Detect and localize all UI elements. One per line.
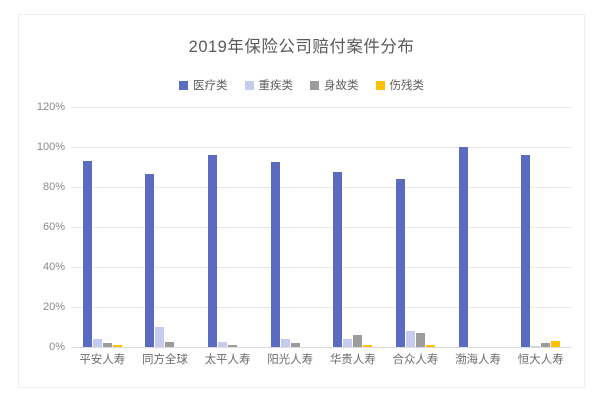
y-axis-tick: 40% — [42, 261, 65, 273]
bar[interactable] — [343, 339, 353, 347]
bar-group — [134, 107, 197, 347]
bar-group — [322, 107, 385, 347]
bar[interactable] — [521, 155, 531, 347]
bar-group — [384, 107, 447, 347]
plot-canvas — [71, 107, 572, 348]
bar[interactable] — [92, 339, 102, 347]
x-axis-label: 华贵人寿 — [329, 354, 376, 366]
y-axis-tick: 0% — [49, 341, 65, 353]
gridline — [71, 187, 572, 188]
gridline — [71, 267, 572, 268]
bar[interactable] — [280, 339, 290, 347]
bar[interactable] — [425, 345, 435, 347]
x-axis-label: 同方全球 — [141, 354, 188, 366]
gridline — [71, 347, 572, 348]
bar-group — [447, 107, 510, 347]
bar[interactable] — [82, 161, 92, 347]
bar[interactable] — [145, 174, 155, 347]
bar[interactable] — [218, 342, 228, 347]
y-axis-tick: 120% — [36, 101, 65, 113]
bar[interactable] — [363, 345, 373, 347]
y-axis: 0% 20% 40% 60% 80% 100% 120% — [19, 101, 71, 353]
y-axis-tick: 20% — [42, 301, 65, 313]
legend-label-disability: 伤残类 — [389, 80, 425, 92]
bar[interactable] — [531, 345, 541, 347]
chart-legend: 医疗类 重疾类 身故类 伤残类 — [19, 77, 584, 93]
bar[interactable] — [208, 155, 218, 347]
legend-item-disability[interactable]: 伤残类 — [375, 77, 425, 93]
y-axis-tick: 60% — [42, 221, 65, 233]
legend-swatch-critical-illness-icon — [244, 80, 254, 90]
x-axis-label: 恒大人寿 — [517, 354, 564, 366]
gridline — [71, 147, 572, 148]
x-axis-label: 渤海人寿 — [455, 354, 502, 366]
legend-label-critical-illness: 重疾类 — [258, 80, 294, 92]
bar-groups — [71, 107, 572, 347]
bar[interactable] — [415, 333, 425, 347]
bar-group — [509, 107, 572, 347]
x-axis-label: 合众人寿 — [392, 354, 439, 366]
x-axis-label: 平安人寿 — [79, 354, 126, 366]
bar[interactable] — [270, 162, 280, 347]
legend-swatch-medical-icon — [179, 80, 188, 90]
gridline — [71, 107, 572, 108]
x-axis-label: 太平人寿 — [204, 354, 251, 366]
bar-group — [196, 107, 259, 347]
bar[interactable] — [102, 343, 112, 347]
legend-swatch-disability-icon — [375, 80, 385, 90]
legend-item-critical-illness[interactable]: 重疾类 — [244, 77, 294, 93]
x-axis-label: 阳光人寿 — [267, 354, 314, 366]
y-axis-tick: 100% — [36, 141, 65, 153]
bar[interactable] — [541, 343, 551, 347]
bar[interactable] — [551, 341, 561, 347]
gridline — [71, 307, 572, 308]
bar[interactable] — [155, 327, 165, 347]
x-axis: 平安人寿 同方全球 太平人寿 阳光人寿 华贵人寿 合众人寿 渤海人寿 恒大人寿 — [71, 351, 572, 367]
gridline — [71, 227, 572, 228]
bar[interactable] — [395, 179, 405, 347]
bar[interactable] — [112, 345, 122, 347]
bar[interactable] — [353, 335, 363, 347]
plot-area: 0% 20% 40% 60% 80% 100% 120% 平安人寿 同方全球 太平人寿 阳光人寿 华… — [19, 101, 586, 389]
legend-item-medical[interactable]: 医疗类 — [179, 77, 228, 93]
bar[interactable] — [228, 345, 238, 347]
legend-swatch-death-icon — [310, 80, 319, 90]
chart-title: 2019年保险公司赔付案件分布 — [188, 38, 415, 56]
bar[interactable] — [165, 342, 175, 347]
bar[interactable] — [458, 147, 468, 347]
legend-label-medical: 医疗类 — [193, 80, 228, 92]
chart-card: 2019年保险公司赔付案件分布 医疗类 重疾类 身故类 伤残类 0% 20% 40%… — [18, 14, 585, 388]
bar[interactable] — [333, 172, 343, 347]
bar-group — [71, 107, 134, 347]
bar[interactable] — [405, 331, 415, 347]
bar-group — [259, 107, 322, 347]
y-axis-tick: 80% — [42, 181, 65, 193]
legend-label-death: 身故类 — [324, 80, 359, 92]
bar[interactable] — [290, 343, 300, 347]
legend-item-death[interactable]: 身故类 — [310, 77, 359, 93]
